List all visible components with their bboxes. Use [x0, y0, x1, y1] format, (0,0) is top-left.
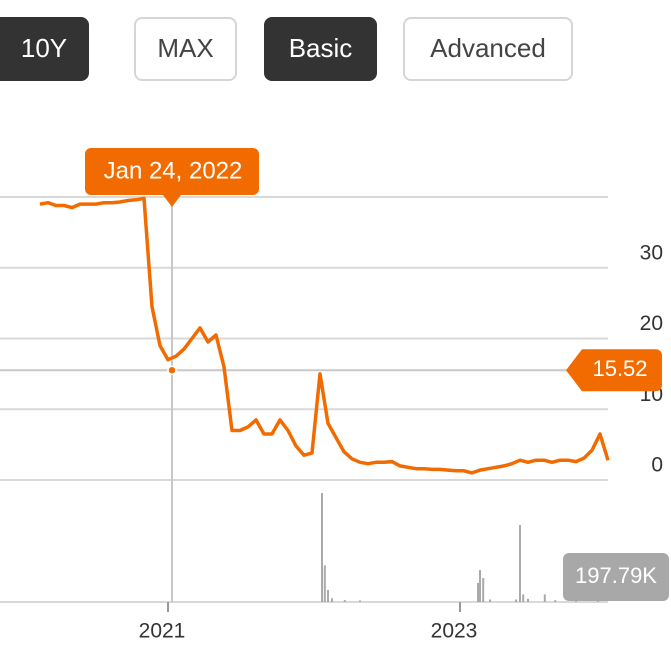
y-tick-label: 30 — [640, 241, 663, 264]
volume-bar — [321, 493, 323, 602]
y-tick-label: 20 — [640, 312, 663, 335]
value-badge — [566, 349, 662, 392]
volume-badge — [563, 552, 669, 601]
volume-bar — [489, 599, 491, 602]
volume-bar — [327, 589, 329, 602]
volume-bar — [482, 577, 485, 602]
button-label: Basic — [289, 33, 353, 63]
y-tick-label: 0 — [651, 454, 663, 477]
volume-bar — [343, 600, 346, 602]
volume-bar — [522, 594, 525, 602]
crosshair-point — [167, 365, 177, 375]
button-label: Advanced — [430, 33, 546, 63]
date-badge-label: Jan 24, 2022 — [104, 157, 243, 184]
toolbar-button[interactable] — [403, 17, 573, 81]
volume-bar — [543, 594, 546, 602]
x-tick-label: 2021 — [139, 620, 186, 643]
value-badge-label: 15.52 — [592, 356, 647, 381]
volume-bar — [575, 600, 577, 602]
toolbar-button[interactable] — [264, 17, 377, 81]
button-label: MAX — [157, 33, 213, 63]
volume-bar — [554, 600, 557, 602]
price-line — [39, 196, 610, 475]
date-badge — [85, 148, 259, 207]
x-tick-label: 2023 — [431, 620, 478, 643]
volume-bar — [479, 570, 481, 602]
volume-bar — [331, 598, 333, 602]
volume-bar — [515, 599, 517, 602]
volume-bar — [323, 565, 326, 602]
volume-badge-label: 197.79K — [575, 563, 657, 588]
volume-bar — [519, 525, 521, 602]
volume-bar — [359, 600, 361, 602]
volume-bar — [477, 583, 479, 602]
toolbar-button[interactable] — [134, 17, 237, 81]
volume-bar — [527, 598, 529, 602]
toolbar-button[interactable] — [0, 17, 89, 81]
button-label: 10Y — [21, 33, 67, 63]
